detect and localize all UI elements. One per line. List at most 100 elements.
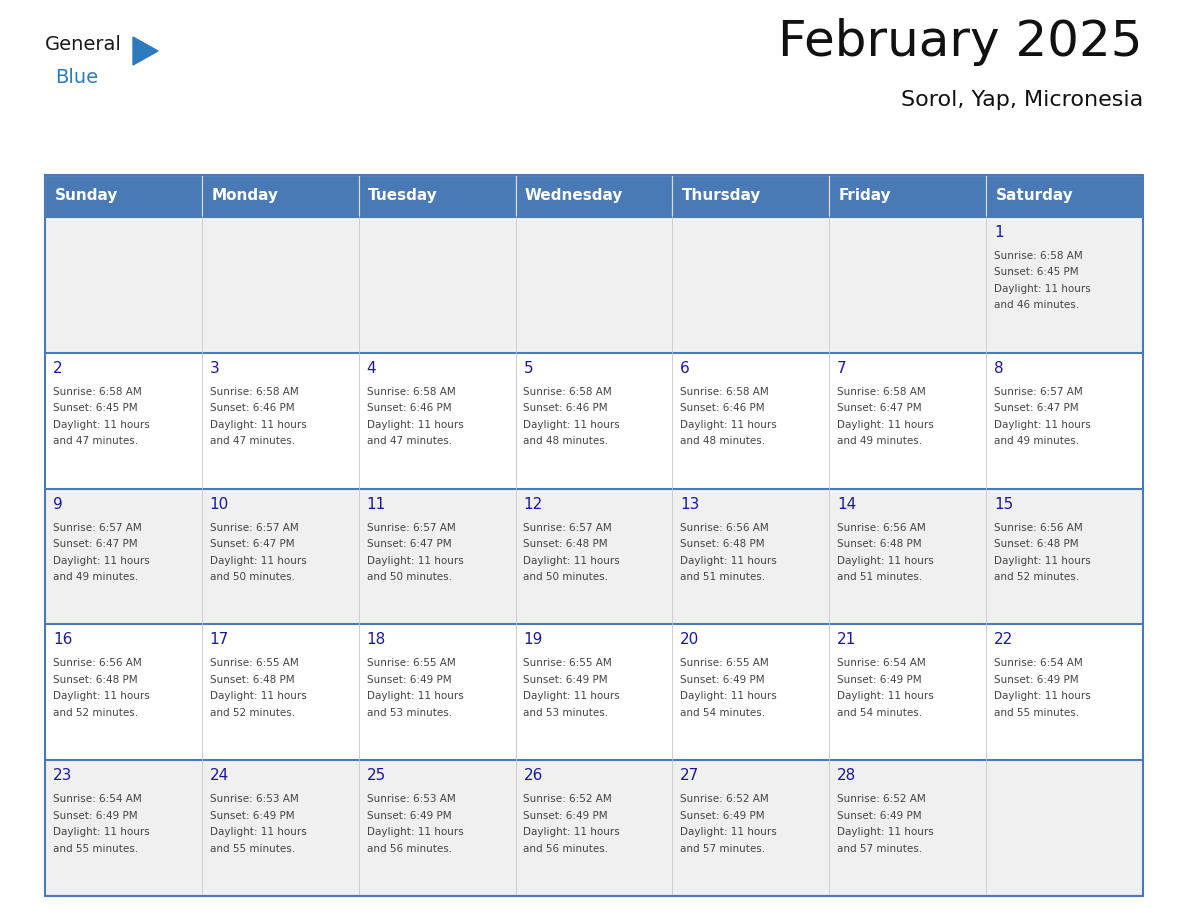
Text: Sunset: 6:48 PM: Sunset: 6:48 PM (681, 539, 765, 549)
Text: Sunset: 6:46 PM: Sunset: 6:46 PM (524, 403, 608, 413)
Text: Sunset: 6:49 PM: Sunset: 6:49 PM (367, 675, 451, 685)
Text: Daylight: 11 hours: Daylight: 11 hours (367, 827, 463, 837)
Bar (986, 175, 1143, 217)
Text: 18: 18 (367, 633, 386, 647)
Text: 1: 1 (994, 225, 1004, 240)
Text: 7: 7 (838, 361, 847, 375)
Text: 11: 11 (367, 497, 386, 511)
Text: Sunset: 6:46 PM: Sunset: 6:46 PM (210, 403, 295, 413)
Text: Sunrise: 6:58 AM: Sunrise: 6:58 AM (681, 386, 769, 397)
Bar (672, 624, 829, 760)
Text: 8: 8 (994, 361, 1004, 375)
Text: Daylight: 11 hours: Daylight: 11 hours (994, 284, 1091, 294)
Text: Sunset: 6:49 PM: Sunset: 6:49 PM (994, 675, 1079, 685)
Text: 9: 9 (52, 497, 63, 511)
Bar (986, 217, 1143, 353)
Bar (359, 175, 516, 217)
Bar (45, 760, 202, 896)
Text: and 55 minutes.: and 55 minutes. (994, 708, 1079, 718)
Bar (986, 488, 1143, 624)
Text: Sunset: 6:49 PM: Sunset: 6:49 PM (524, 811, 608, 821)
Text: Sunrise: 6:53 AM: Sunrise: 6:53 AM (210, 794, 298, 804)
Bar (516, 175, 672, 217)
Text: and 47 minutes.: and 47 minutes. (52, 436, 138, 446)
Text: Daylight: 11 hours: Daylight: 11 hours (838, 420, 934, 430)
Bar (672, 760, 829, 896)
Bar (45, 353, 202, 488)
Bar (359, 353, 516, 488)
Text: Daylight: 11 hours: Daylight: 11 hours (210, 691, 307, 701)
Text: Sunrise: 6:54 AM: Sunrise: 6:54 AM (994, 658, 1082, 668)
Text: Sunrise: 6:55 AM: Sunrise: 6:55 AM (367, 658, 455, 668)
Text: Sunset: 6:48 PM: Sunset: 6:48 PM (210, 675, 295, 685)
Text: Sunrise: 6:54 AM: Sunrise: 6:54 AM (838, 658, 925, 668)
Text: Daylight: 11 hours: Daylight: 11 hours (681, 420, 777, 430)
Text: and 52 minutes.: and 52 minutes. (52, 708, 138, 718)
Bar (202, 175, 359, 217)
Text: and 49 minutes.: and 49 minutes. (994, 436, 1079, 446)
Bar (829, 760, 986, 896)
Text: Sunset: 6:48 PM: Sunset: 6:48 PM (994, 539, 1079, 549)
Text: Daylight: 11 hours: Daylight: 11 hours (524, 420, 620, 430)
Bar (359, 217, 516, 353)
Text: February 2025: February 2025 (778, 18, 1143, 66)
Text: 13: 13 (681, 497, 700, 511)
Text: Daylight: 11 hours: Daylight: 11 hours (367, 555, 463, 565)
Text: Sunrise: 6:55 AM: Sunrise: 6:55 AM (524, 658, 612, 668)
Text: 5: 5 (524, 361, 533, 375)
Bar (202, 217, 359, 353)
Text: 21: 21 (838, 633, 857, 647)
Text: Sunset: 6:49 PM: Sunset: 6:49 PM (838, 675, 922, 685)
Text: Sunrise: 6:52 AM: Sunrise: 6:52 AM (838, 794, 925, 804)
Text: and 47 minutes.: and 47 minutes. (367, 436, 451, 446)
Text: 2: 2 (52, 361, 63, 375)
Text: Sunset: 6:47 PM: Sunset: 6:47 PM (367, 539, 451, 549)
Text: and 48 minutes.: and 48 minutes. (681, 436, 765, 446)
Bar (829, 624, 986, 760)
Bar (516, 353, 672, 488)
Bar (672, 217, 829, 353)
Text: 19: 19 (524, 633, 543, 647)
Bar (516, 217, 672, 353)
Text: Sunset: 6:49 PM: Sunset: 6:49 PM (681, 675, 765, 685)
Text: Sunset: 6:45 PM: Sunset: 6:45 PM (994, 267, 1079, 277)
Text: Sunrise: 6:52 AM: Sunrise: 6:52 AM (681, 794, 769, 804)
Text: and 56 minutes.: and 56 minutes. (524, 844, 608, 854)
Text: and 49 minutes.: and 49 minutes. (838, 436, 922, 446)
Text: Sunrise: 6:57 AM: Sunrise: 6:57 AM (994, 386, 1082, 397)
Text: Sunrise: 6:56 AM: Sunrise: 6:56 AM (994, 522, 1082, 532)
Text: and 47 minutes.: and 47 minutes. (210, 436, 295, 446)
Text: Sunrise: 6:58 AM: Sunrise: 6:58 AM (367, 386, 455, 397)
Text: Sunrise: 6:55 AM: Sunrise: 6:55 AM (210, 658, 298, 668)
Text: Sunrise: 6:54 AM: Sunrise: 6:54 AM (52, 794, 141, 804)
Text: and 50 minutes.: and 50 minutes. (524, 572, 608, 582)
Text: Sunset: 6:49 PM: Sunset: 6:49 PM (524, 675, 608, 685)
Text: 28: 28 (838, 768, 857, 783)
Bar (516, 624, 672, 760)
Text: Saturday: Saturday (996, 188, 1073, 204)
Text: Sunset: 6:48 PM: Sunset: 6:48 PM (838, 539, 922, 549)
Text: Sunset: 6:49 PM: Sunset: 6:49 PM (681, 811, 765, 821)
Text: Daylight: 11 hours: Daylight: 11 hours (994, 691, 1091, 701)
Text: Sunrise: 6:52 AM: Sunrise: 6:52 AM (524, 794, 612, 804)
Text: Sunset: 6:47 PM: Sunset: 6:47 PM (838, 403, 922, 413)
Text: and 50 minutes.: and 50 minutes. (367, 572, 451, 582)
Text: Sunset: 6:47 PM: Sunset: 6:47 PM (994, 403, 1079, 413)
Text: Sunrise: 6:57 AM: Sunrise: 6:57 AM (52, 522, 141, 532)
Text: Daylight: 11 hours: Daylight: 11 hours (838, 691, 934, 701)
Text: Sunrise: 6:55 AM: Sunrise: 6:55 AM (681, 658, 769, 668)
Text: and 53 minutes.: and 53 minutes. (367, 708, 451, 718)
Text: and 53 minutes.: and 53 minutes. (524, 708, 608, 718)
Text: 3: 3 (210, 361, 220, 375)
Text: Sorol, Yap, Micronesia: Sorol, Yap, Micronesia (901, 90, 1143, 110)
Text: 23: 23 (52, 768, 72, 783)
Bar (672, 175, 829, 217)
Bar (202, 488, 359, 624)
Text: Daylight: 11 hours: Daylight: 11 hours (524, 691, 620, 701)
Text: Sunset: 6:45 PM: Sunset: 6:45 PM (52, 403, 138, 413)
Text: 16: 16 (52, 633, 72, 647)
Text: and 57 minutes.: and 57 minutes. (838, 844, 922, 854)
Bar (829, 175, 986, 217)
Text: Daylight: 11 hours: Daylight: 11 hours (52, 827, 150, 837)
Bar (672, 488, 829, 624)
